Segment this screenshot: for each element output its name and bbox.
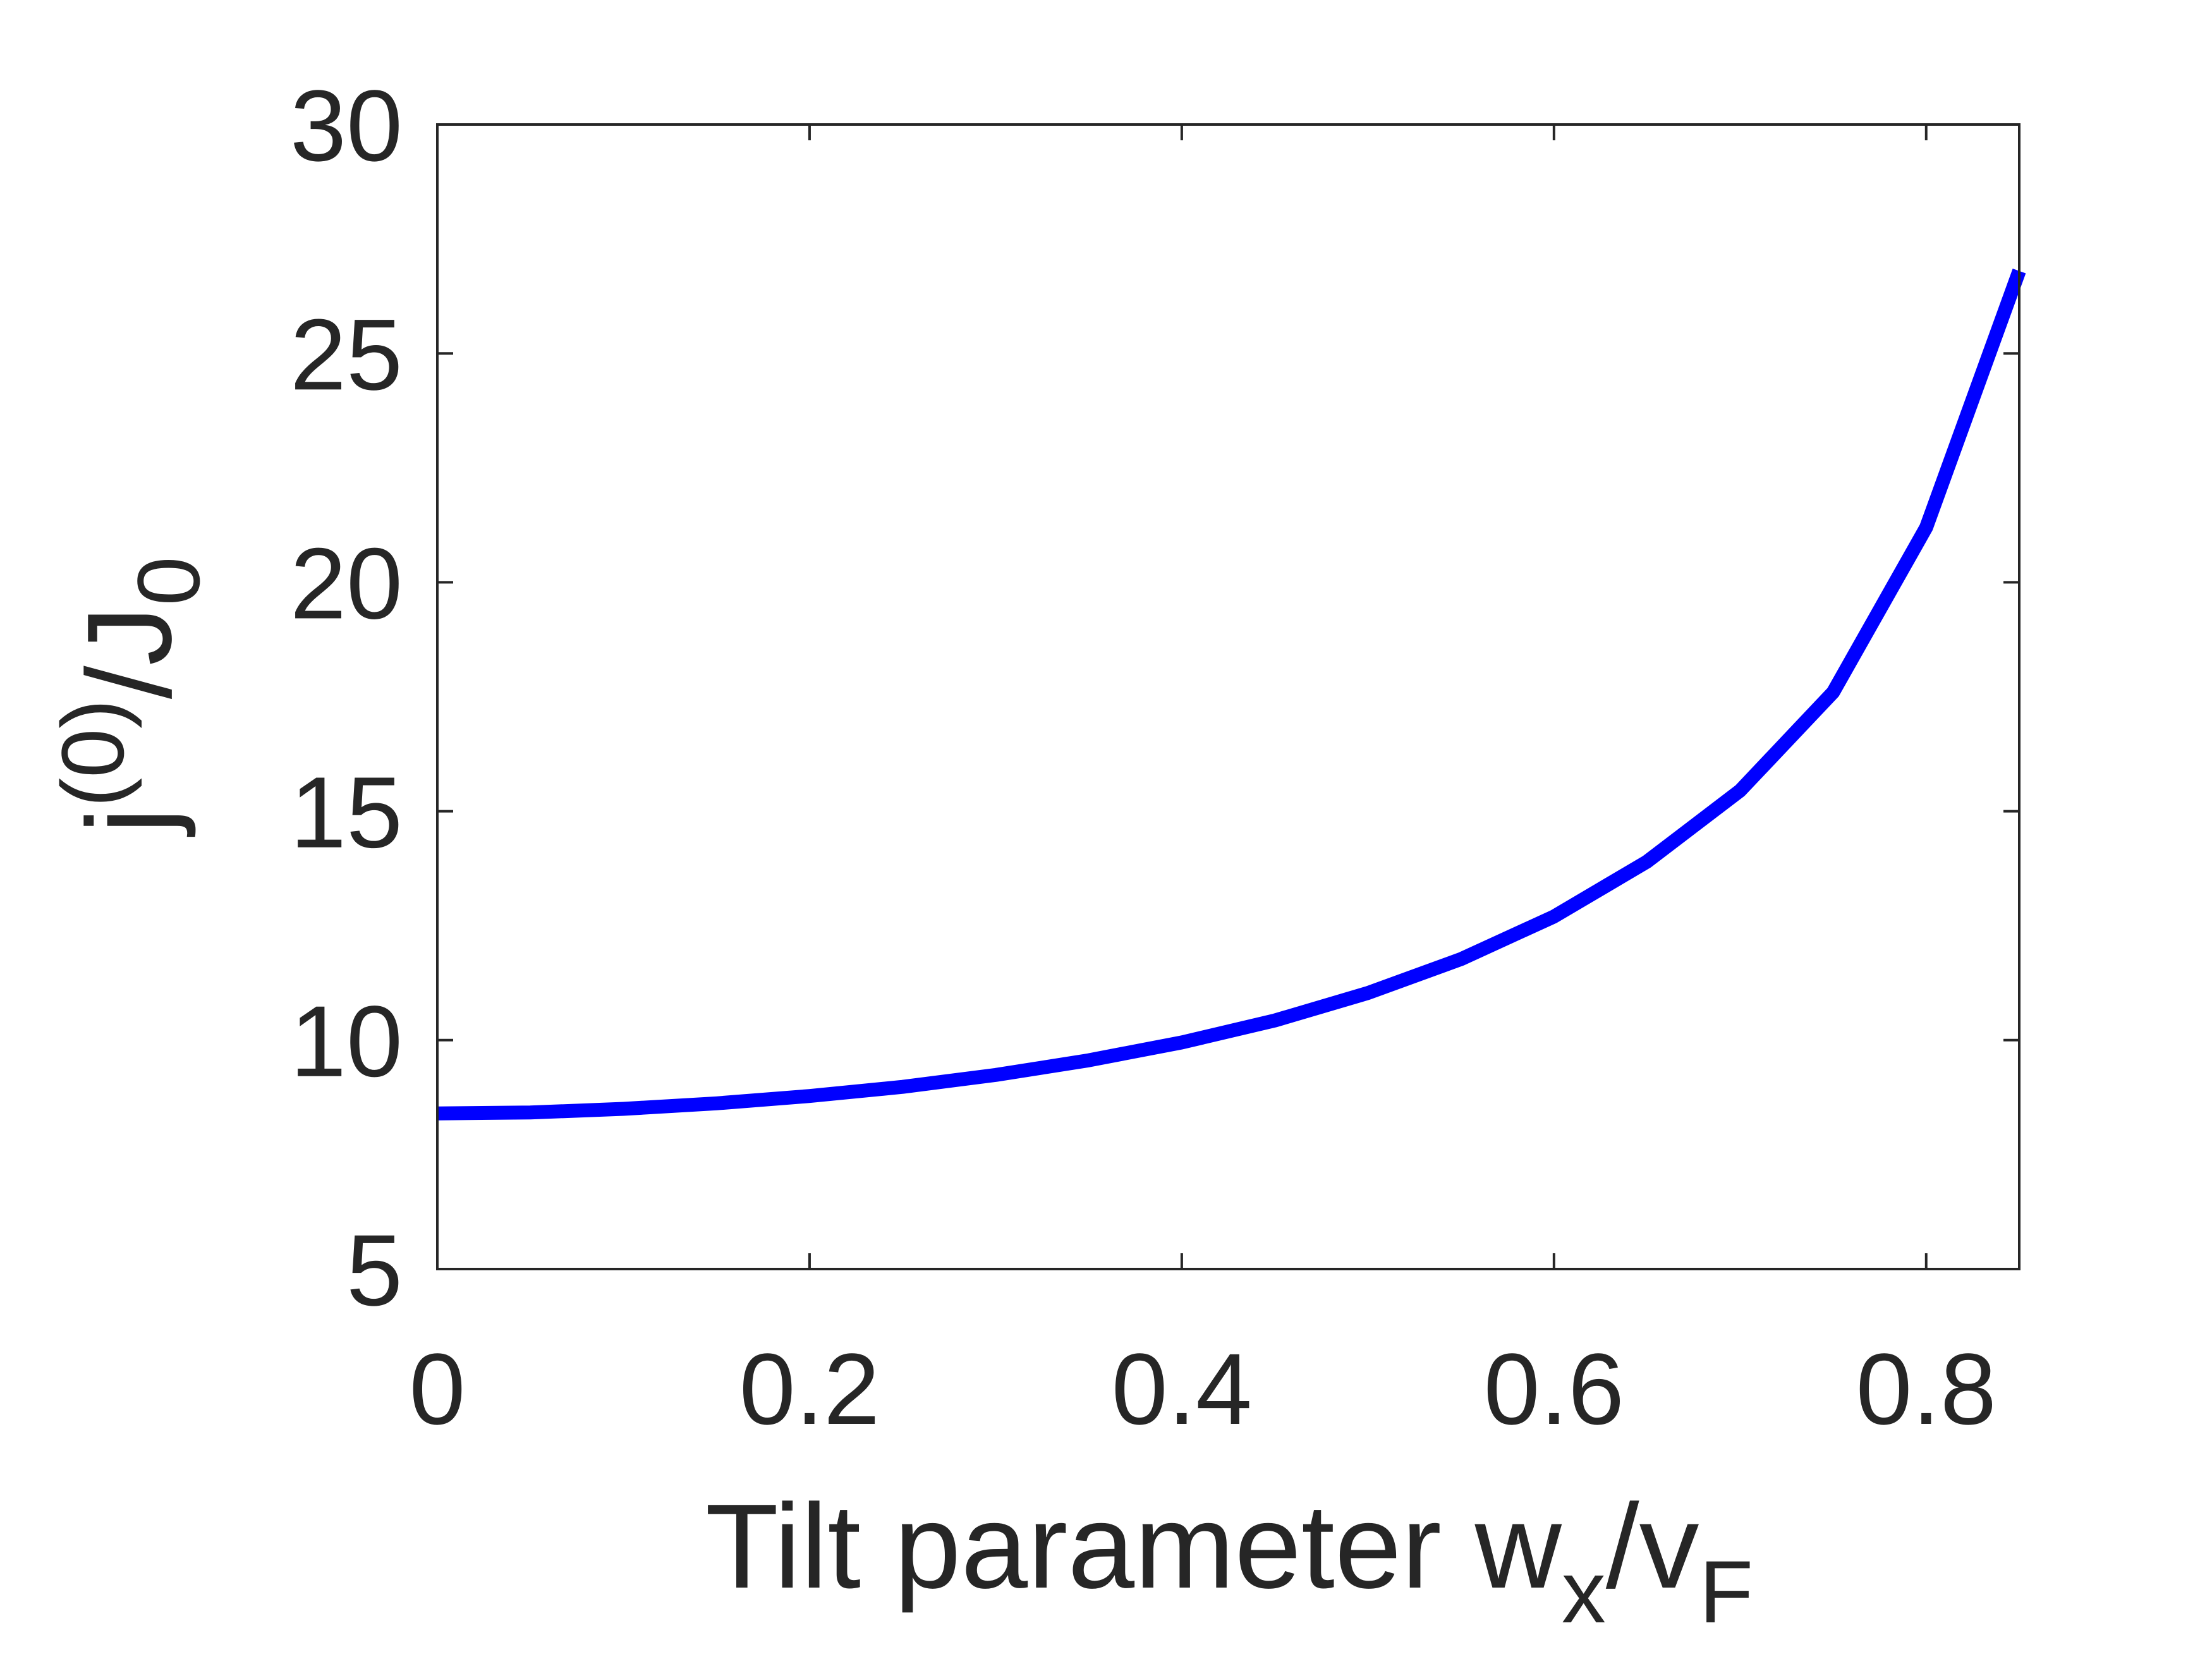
x-axis-label-sub1: x bbox=[1562, 1542, 1606, 1641]
y-tick-label: 10 bbox=[290, 985, 403, 1098]
y-tick-label: 5 bbox=[346, 1213, 403, 1327]
x-axis-label: Tilt parameter wx/vF bbox=[705, 1480, 1753, 1641]
y-tick-label: 30 bbox=[290, 69, 403, 182]
series-line-0 bbox=[437, 269, 2026, 1121]
y-tick-label: 15 bbox=[290, 756, 403, 869]
y-tick-labels: 5 10 15 20 25 30 bbox=[290, 69, 403, 1327]
x-tick-labels: 0 0.2 0.4 0.6 0.8 bbox=[410, 1332, 1996, 1445]
series-layer bbox=[437, 269, 2026, 1121]
y-axis-label-sup: (0) bbox=[43, 699, 142, 807]
y-axis-label-base: j bbox=[63, 807, 197, 837]
y-axis-label: j(0)/J0 bbox=[43, 557, 218, 837]
x-tick-label: 0.6 bbox=[1484, 1332, 1624, 1445]
x-axis-label-prefix: Tilt parameter w bbox=[705, 1480, 1562, 1613]
x-tick-label: 0.2 bbox=[739, 1332, 880, 1445]
y-tick-label: 25 bbox=[290, 298, 403, 411]
y-axis-label-mid: /J bbox=[63, 605, 197, 699]
x-tick-label: 0 bbox=[410, 1332, 466, 1445]
x-tick-label: 0.4 bbox=[1112, 1332, 1252, 1445]
y-axis-label-sub: 0 bbox=[119, 557, 218, 606]
x-axis-label-sub2: F bbox=[1699, 1542, 1754, 1641]
x-tick-label: 0.8 bbox=[1856, 1332, 1996, 1445]
x-axis-label-mid: /v bbox=[1606, 1480, 1699, 1613]
y-tick-label: 20 bbox=[290, 526, 403, 640]
plot-frame bbox=[436, 123, 2021, 1270]
